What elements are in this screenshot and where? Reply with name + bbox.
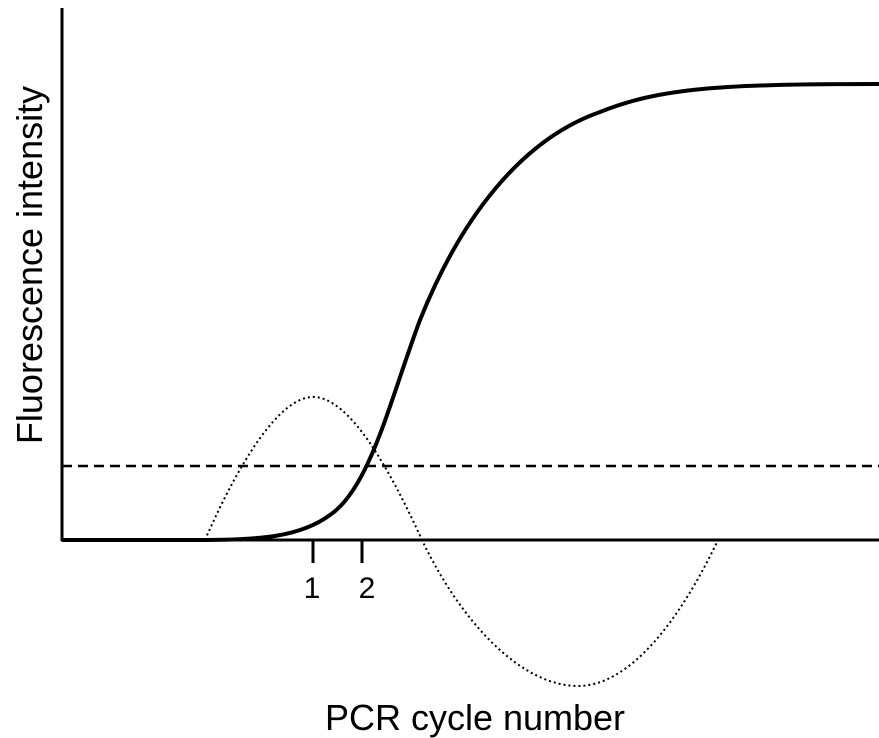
- tick-label: 1: [304, 572, 321, 605]
- derivative-curve: [204, 395, 719, 688]
- x-axis-label: PCR cycle number: [325, 697, 625, 738]
- amplification-curve: [62, 82, 879, 542]
- tick-label: 2: [359, 572, 376, 605]
- y-axis-label: Fluorescence intensity: [9, 86, 50, 444]
